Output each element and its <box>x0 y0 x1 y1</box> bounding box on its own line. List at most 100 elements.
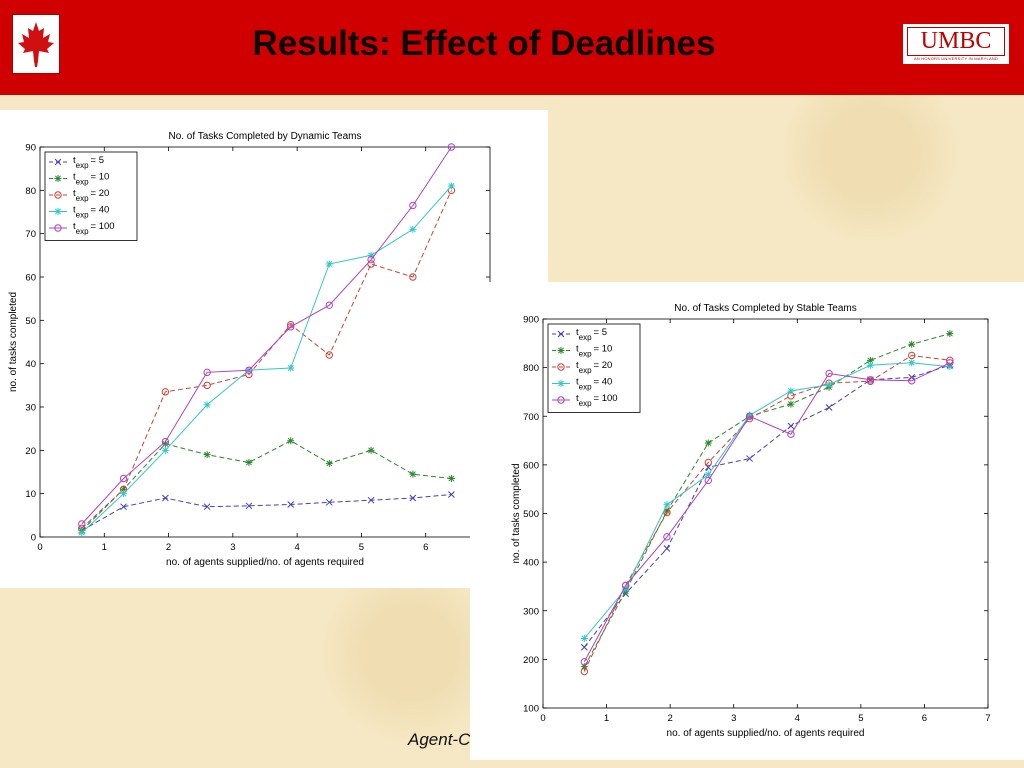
data-point <box>367 255 375 264</box>
data-point <box>866 356 874 364</box>
data-point <box>787 400 795 408</box>
x-tick-label: 2 <box>166 542 171 553</box>
data-point <box>203 503 211 511</box>
legend-label: texp = 5 <box>73 155 104 170</box>
y-tick-label: 600 <box>523 460 539 471</box>
y-tick-label: 70 <box>25 229 36 240</box>
x-tick-label: 1 <box>102 542 107 553</box>
series-line <box>583 362 951 663</box>
maple-leaf-icon <box>18 22 54 67</box>
x-tick-label: 5 <box>858 713 863 724</box>
data-point <box>162 494 169 502</box>
series-line <box>81 190 452 529</box>
legend-marker <box>54 175 62 182</box>
x-tick-label: 4 <box>795 713 800 724</box>
legend-label: texp = 10 <box>73 172 109 187</box>
y-tick-label: 900 <box>523 315 539 326</box>
data-point <box>120 490 128 498</box>
data-point <box>746 411 754 419</box>
data-point <box>580 634 588 642</box>
series-line <box>583 362 950 639</box>
data-point <box>367 260 375 268</box>
x-tick-label: 0 <box>540 713 545 724</box>
data-point <box>367 251 375 259</box>
data-point <box>245 366 253 374</box>
x-tick-label: 7 <box>985 713 990 724</box>
data-point <box>203 451 211 459</box>
data-point <box>704 476 712 485</box>
legend-label-sub: exp <box>579 383 592 392</box>
y-tick-label: 100 <box>523 704 539 715</box>
data-point <box>825 369 833 378</box>
legend-label: texp = 100 <box>73 221 115 236</box>
legend-label-sub: exp <box>76 161 89 170</box>
x-tick-label: 3 <box>731 713 736 724</box>
x-tick-label: 6 <box>423 542 428 553</box>
data-point <box>825 404 833 411</box>
x-tick-label: 4 <box>294 542 299 553</box>
maple-leaf-logo <box>12 14 60 74</box>
data-point <box>908 351 916 360</box>
data-point <box>787 387 795 395</box>
data-point <box>825 381 833 389</box>
logo-frame: UMBC <box>907 27 1005 56</box>
logo-text: UMBC <box>920 28 992 54</box>
data-point <box>908 340 916 348</box>
data-point <box>866 376 875 384</box>
legend-label-main: t <box>576 377 579 388</box>
stable-teams-chart: No. of Tasks Completed by Stable Teams no… <box>470 282 1024 760</box>
series-line <box>583 364 951 648</box>
x-tick-label: 1 <box>604 713 609 724</box>
data-point <box>325 260 333 268</box>
y-tick-label: 30 <box>25 403 36 414</box>
data-point <box>287 501 295 508</box>
data-point <box>946 359 954 367</box>
data-point <box>866 361 874 369</box>
y-tick-label: 80 <box>25 186 36 197</box>
data-point <box>119 474 128 483</box>
data-point <box>409 273 417 281</box>
legend-label-tail: = 40 <box>91 205 110 216</box>
legend-label-sub: exp <box>579 399 592 408</box>
legend-marker <box>54 208 62 215</box>
data-point <box>203 368 211 377</box>
y-tick-label: 300 <box>523 606 539 617</box>
legend-label-sub: exp <box>76 178 89 187</box>
legend-label-main: t <box>73 221 76 232</box>
data-point <box>663 545 671 552</box>
y-tick-label: 200 <box>523 655 539 666</box>
legend-label-main: t <box>73 188 76 199</box>
data-point <box>78 529 86 537</box>
data-point <box>325 351 333 359</box>
y-tick-label: 400 <box>523 558 539 569</box>
legend-label-tail: = 100 <box>594 393 618 404</box>
y-tick-label: 50 <box>25 316 36 327</box>
data-point <box>367 496 375 504</box>
y-tick-label: 800 <box>523 363 539 374</box>
data-point <box>745 412 754 420</box>
series-4 <box>580 359 954 666</box>
data-point <box>409 225 417 233</box>
legend-marker <box>54 191 62 199</box>
series-4 <box>78 143 456 528</box>
data-point <box>946 330 954 338</box>
legend-label: texp = 5 <box>576 327 607 342</box>
data-point <box>409 201 417 210</box>
data-point <box>78 520 86 528</box>
y-tick-label: 10 <box>25 489 36 500</box>
legend-marker <box>557 380 565 387</box>
x-tick-label: 3 <box>230 542 235 553</box>
legend-label: texp = 20 <box>73 188 109 203</box>
umbc-logo: UMBC AN HONORS UNIVERSITY IN MARYLAND <box>903 24 1009 64</box>
x-tick-label: 0 <box>37 542 42 553</box>
data-point <box>908 359 916 367</box>
legend-label-main: t <box>73 172 76 183</box>
data-point <box>787 422 795 430</box>
data-point <box>203 401 211 409</box>
data-point <box>580 663 588 671</box>
data-point <box>663 533 671 541</box>
y-axis-label: no. of tasks completed <box>8 292 19 392</box>
series-line <box>81 146 452 525</box>
series-line <box>81 440 452 531</box>
